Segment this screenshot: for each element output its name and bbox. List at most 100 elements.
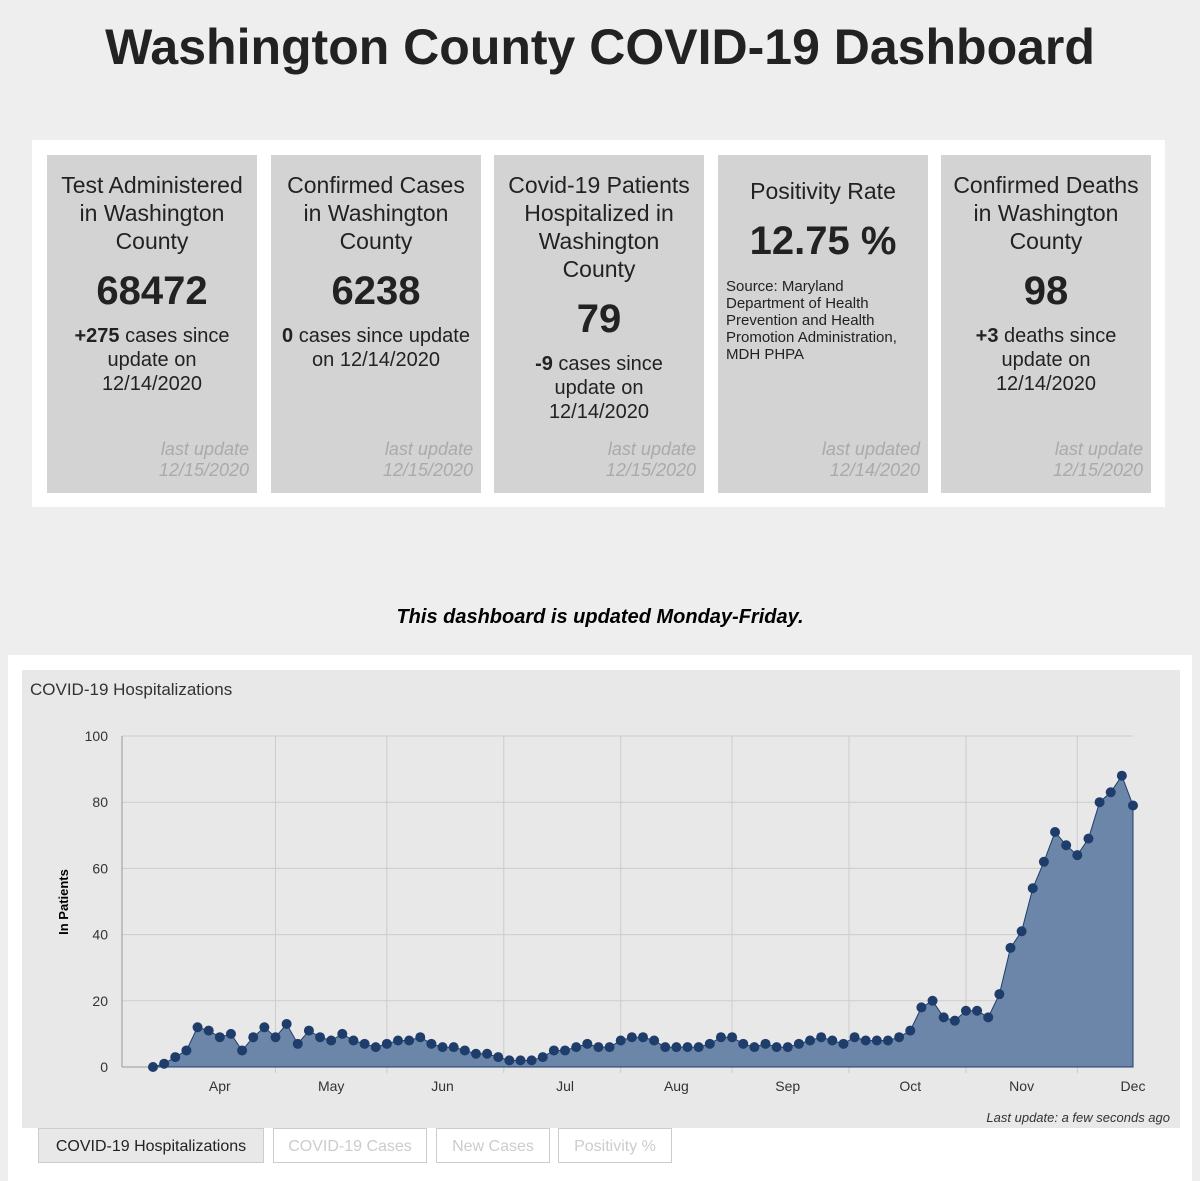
point xyxy=(626,1032,637,1043)
point xyxy=(1072,850,1083,861)
note: This dashboard is updated Monday-Friday. xyxy=(396,606,804,628)
card-change: +3 deaths since update on 12/14/2020 xyxy=(949,324,1143,396)
point xyxy=(1094,797,1105,808)
point xyxy=(793,1038,804,1049)
point xyxy=(738,1038,749,1049)
cards: Test Administered in Washington County 68… xyxy=(32,140,1165,507)
point xyxy=(871,1035,882,1046)
change-text: cases since update on 12/14/2020 xyxy=(101,325,230,395)
point xyxy=(972,1005,983,1016)
point xyxy=(1050,826,1061,837)
point xyxy=(214,1032,225,1043)
point xyxy=(159,1058,170,1069)
point xyxy=(203,1025,214,1036)
point xyxy=(526,1055,537,1066)
point xyxy=(849,1032,860,1043)
updated-date: 12/15/2020 xyxy=(382,460,473,480)
y-tick-label: 100 xyxy=(85,728,109,744)
point xyxy=(504,1055,515,1066)
updated-label: last updated xyxy=(821,439,920,459)
point xyxy=(315,1032,326,1043)
point xyxy=(248,1032,259,1043)
point xyxy=(604,1042,615,1053)
point xyxy=(671,1042,682,1053)
point xyxy=(1083,833,1094,844)
change-value: -9 xyxy=(535,353,553,375)
title: Washington County COVID-19 Dashboard xyxy=(105,19,1095,75)
y-tick-label: 80 xyxy=(92,794,108,810)
updated-label: last update xyxy=(160,439,249,459)
change-text: cases since update on 12/14/2020 xyxy=(298,325,470,371)
point xyxy=(938,1012,949,1023)
point xyxy=(448,1042,459,1053)
point xyxy=(437,1042,448,1053)
point xyxy=(192,1022,203,1033)
card-change: 0 cases since update on 12/14/2020 xyxy=(279,324,473,372)
x-tick-label: Nov xyxy=(1009,1078,1034,1094)
card-title: Positivity Rate xyxy=(750,178,896,204)
tab[interactable]: Positivity % xyxy=(558,1128,672,1163)
card-change: +275 cases since update on 12/14/2020 xyxy=(55,324,249,396)
point xyxy=(771,1042,782,1053)
tab[interactable]: COVID-19 Cases xyxy=(273,1128,427,1163)
point xyxy=(404,1035,415,1046)
point xyxy=(381,1038,392,1049)
card-title: Confirmed Deaths in Washington County xyxy=(953,172,1139,254)
tab[interactable]: New Cases xyxy=(436,1128,550,1163)
point xyxy=(827,1035,838,1046)
y-axis-label: In Patients xyxy=(56,869,71,935)
point xyxy=(415,1032,426,1043)
point xyxy=(326,1035,337,1046)
point xyxy=(994,989,1005,1000)
card-value: 79 xyxy=(576,297,622,341)
x-tick-label: Dec xyxy=(1121,1078,1146,1094)
point xyxy=(237,1045,248,1056)
point xyxy=(370,1042,381,1053)
point xyxy=(571,1042,582,1053)
updated-date: 12/15/2020 xyxy=(1052,460,1143,480)
card: Test Administered in Washington County 68… xyxy=(47,155,257,493)
point xyxy=(838,1038,849,1049)
updated-label: last update xyxy=(607,439,696,459)
point xyxy=(582,1038,593,1049)
point xyxy=(270,1032,281,1043)
point xyxy=(715,1032,726,1043)
footnote: Last update: a few seconds ago xyxy=(986,1110,1170,1125)
y-tick-label: 60 xyxy=(92,860,108,876)
point xyxy=(459,1045,470,1056)
x-tick-label: Apr xyxy=(209,1078,231,1094)
point xyxy=(983,1012,994,1023)
point xyxy=(259,1022,270,1033)
point xyxy=(649,1035,660,1046)
point xyxy=(359,1038,370,1049)
card-value: 68472 xyxy=(96,269,208,313)
point xyxy=(682,1042,693,1053)
card-title: Covid-19 Patients Hospitalized in Washin… xyxy=(508,172,690,282)
change-value: 0 xyxy=(282,325,294,347)
point xyxy=(281,1018,292,1029)
point xyxy=(782,1042,793,1053)
card: Confirmed Deaths in Washington County 98 +… xyxy=(941,155,1151,493)
updated-date: 12/15/2020 xyxy=(158,460,249,480)
point xyxy=(225,1028,236,1039)
updated-label: last update xyxy=(1054,439,1143,459)
point xyxy=(170,1052,181,1063)
card-change: -9 cases since update on 12/14/2020 xyxy=(502,352,696,424)
point xyxy=(1116,770,1127,781)
point xyxy=(816,1032,827,1043)
card-updated: last update 12/15/2020 xyxy=(159,439,249,481)
point xyxy=(537,1052,548,1063)
point xyxy=(749,1042,760,1053)
x-tick-label: Jun xyxy=(431,1078,454,1094)
change-value: +3 xyxy=(975,325,999,347)
card-updated: last update 12/15/2020 xyxy=(383,439,473,481)
x-tick-label: Sep xyxy=(775,1078,800,1094)
point xyxy=(960,1005,971,1016)
point xyxy=(426,1038,437,1049)
y-tick-label: 0 xyxy=(100,1059,108,1075)
card-updated: last update 12/15/2020 xyxy=(1053,439,1143,481)
card-value: 12.75 % xyxy=(749,219,897,263)
point xyxy=(181,1045,192,1056)
tab[interactable]: COVID-19 Hospitalizations xyxy=(38,1128,264,1163)
point xyxy=(760,1038,771,1049)
